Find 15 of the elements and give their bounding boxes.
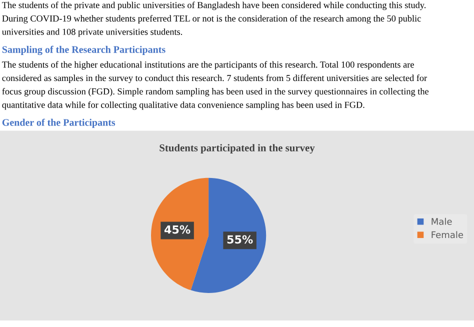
data-label: 45%	[164, 225, 190, 234]
text: The students of the higher educational institutions are the participants of this research. Total 100 respondents are	[2, 61, 414, 70]
text: Sampling of the Research Participants	[2, 46, 166, 56]
chart-title: Students participated in the survey	[160, 144, 315, 154]
text: The students of the private and public universities of Bangladesh have been considered while conducting this study.	[2, 2, 426, 10]
pie-slice	[190, 178, 266, 293]
data-label: 55%	[227, 235, 253, 244]
legend-label: Male	[432, 218, 452, 225]
legend-label: Female	[432, 231, 464, 238]
text: Gender of the Participants	[2, 118, 116, 128]
text: quantitative data while for collecting qualitative data convenience sampling has been used in FGD.	[2, 101, 364, 110]
text: During COVID-19 whether students preferred TEL or not is the consideration of the research among the 50 public	[2, 15, 421, 24]
text: focus group discussion (FGD). Simple random sampling has been used in the survey questionnaires in collecting the	[2, 88, 429, 96]
text: considered as samples in the survey to conduct this research. 7 students from 5 different universities are selected for	[2, 74, 428, 83]
text: universities and 108 private universities students.	[2, 28, 182, 37]
